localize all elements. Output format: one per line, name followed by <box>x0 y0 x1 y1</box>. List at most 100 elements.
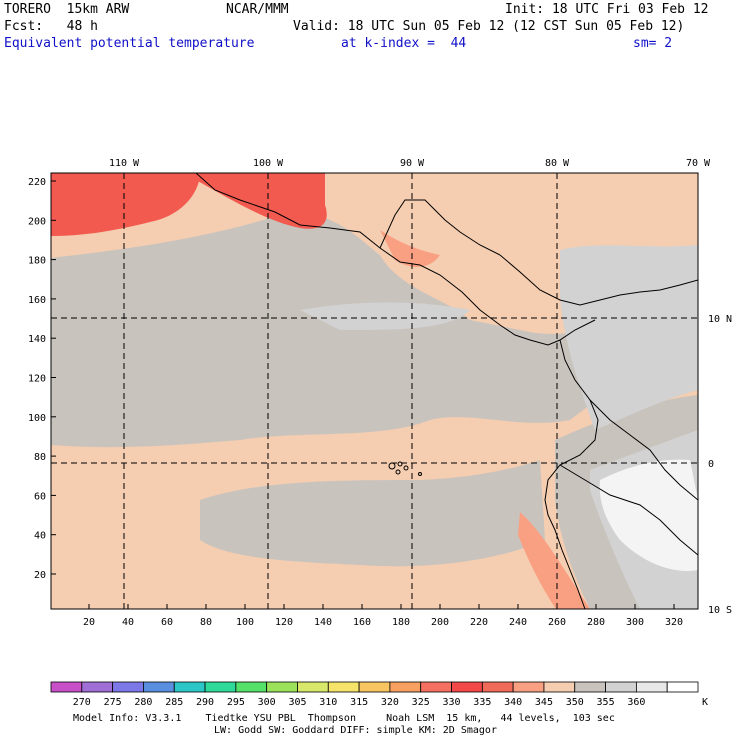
level-info: at k-index = 44 <box>341 36 467 51</box>
y-axis: 220 200 180 160 140 120 100 80 60 40 20 <box>28 177 56 581</box>
x-tick-label: 300 <box>626 617 644 628</box>
y-tick-label: 80 <box>34 452 46 463</box>
coastline-andes-border <box>589 399 698 501</box>
latitude-label: 10 S <box>708 605 732 616</box>
colorbar-label: 345 <box>535 697 553 708</box>
colorbar-label: 330 <box>442 697 460 708</box>
red-region-northwest <box>51 173 200 236</box>
coastlines <box>195 173 698 609</box>
x-tick-label: 60 <box>161 617 173 628</box>
colorbar-swatch <box>574 681 606 693</box>
field-name: Equivalent potential temperature <box>4 36 255 51</box>
white-regions <box>599 459 698 571</box>
red-region-mexico <box>196 173 327 229</box>
light-region-ecuador <box>560 245 698 430</box>
y-tick-label: 200 <box>28 216 46 227</box>
white-region-andes <box>599 459 698 571</box>
organization: NCAR/MMM <box>226 2 289 17</box>
y-tick-label: 60 <box>34 491 46 502</box>
physics-info: LW: Godd SW: Goddard DIFF: simple KM: 2D… <box>214 725 497 736</box>
colorbar-swatch <box>81 681 114 693</box>
colorbar-label: 270 <box>73 697 91 708</box>
y-tick-label: 100 <box>28 413 46 424</box>
x-tick-label: 320 <box>665 617 683 628</box>
colorbar-label: 360 <box>627 697 645 708</box>
x-tick-label: 260 <box>548 617 566 628</box>
x-tick-label: 220 <box>470 617 488 628</box>
colorbar-swatch <box>50 681 83 693</box>
map-frame <box>50 172 699 610</box>
map-field <box>51 173 698 609</box>
y-tick-label: 40 <box>34 531 46 542</box>
lat-lon-gridlines <box>51 173 698 609</box>
colorbar-swatch <box>143 681 175 693</box>
x-tick-label: 120 <box>275 617 293 628</box>
coastline-yucatan <box>379 199 501 256</box>
x-tick-label: 180 <box>392 617 410 628</box>
salmon-region-gulf <box>380 230 440 267</box>
latitude-label: 0 <box>708 459 714 470</box>
colorbar-label: 320 <box>381 697 399 708</box>
model-name: TORERO 15km ARW <box>4 2 130 17</box>
x-tick-label: 100 <box>236 617 254 628</box>
longitude-label: 100 W <box>253 158 284 169</box>
y-tick-label: 20 <box>34 570 46 581</box>
colorbar-label: 310 <box>319 697 337 708</box>
coastline-central-america <box>195 173 596 346</box>
x-tick-label: 80 <box>200 617 212 628</box>
colorbar-swatch <box>635 681 668 693</box>
border-peru-brazil <box>559 464 698 556</box>
init-time: Init: 18 UTC Fri 03 Feb 12 <box>505 2 709 17</box>
colorbar-label: 280 <box>134 697 152 708</box>
colorbar: 270 275 280 285 290 295 300 305 310 315 320 325 330 3… <box>50 681 708 708</box>
valid-time: Valid: 18 UTC Sun 05 Feb 12 (12 CST Sun … <box>293 19 685 34</box>
colorbar-label: 295 <box>227 697 245 708</box>
x-tick-label: 20 <box>83 617 95 628</box>
colorbar-label: 350 <box>566 697 584 708</box>
latitude-labels: 10 N 0 10 S <box>708 314 732 616</box>
salmon-region-peru <box>518 512 590 609</box>
longitude-labels: 110 W 100 W 90 W 80 W 70 W <box>109 158 711 169</box>
x-tick-label: 280 <box>587 617 605 628</box>
colorbar-label: 315 <box>350 697 368 708</box>
colorbar-swatch <box>420 681 452 693</box>
colorbar-swatch <box>389 681 422 693</box>
colorbar-swatch <box>605 681 637 693</box>
colorbar-label: 335 <box>473 697 491 708</box>
y-tick-label: 220 <box>28 177 46 188</box>
colorbar-swatch <box>327 681 360 693</box>
salmon-regions <box>380 230 590 609</box>
colorbar-label: 290 <box>196 697 214 708</box>
colorbar-label: 305 <box>288 697 306 708</box>
model-info: Model Info: V3.3.1 Tiedtke YSU PBL Thomp… <box>73 713 615 724</box>
colorbar-label: 275 <box>104 697 122 708</box>
y-tick-label: 140 <box>28 334 46 345</box>
colorbar-swatch <box>235 681 268 693</box>
longitude-label: 110 W <box>109 158 140 169</box>
galapagos-islands <box>388 461 422 476</box>
colorbar-swatch <box>481 681 514 693</box>
colorbar-unit: K <box>702 697 708 708</box>
longitude-label: 80 W <box>545 158 570 169</box>
light-region-sea <box>300 302 470 330</box>
colorbar-swatch <box>451 681 483 693</box>
gray-region-south <box>200 460 545 567</box>
gray-region-north <box>51 213 698 448</box>
longitude-label: 90 W <box>400 158 425 169</box>
x-tick-label: 240 <box>509 617 527 628</box>
colorbar-swatch <box>297 681 329 693</box>
colorbar-label: 300 <box>258 697 276 708</box>
x-tick-label: 160 <box>353 617 371 628</box>
coastline-caribbean <box>499 254 698 306</box>
y-tick-label: 160 <box>28 295 46 306</box>
colorbar-swatch <box>666 681 699 693</box>
smoothing-info: sm= 2 <box>633 36 673 51</box>
colorbar-swatch <box>512 681 545 693</box>
latitude-label: 10 N <box>708 314 732 325</box>
colorbar-swatch <box>358 681 391 693</box>
colorbar-label: 355 <box>597 697 615 708</box>
colorbar-label: 340 <box>504 697 522 708</box>
y-tick-label: 120 <box>28 374 46 385</box>
colorbar-swatch <box>543 681 576 693</box>
